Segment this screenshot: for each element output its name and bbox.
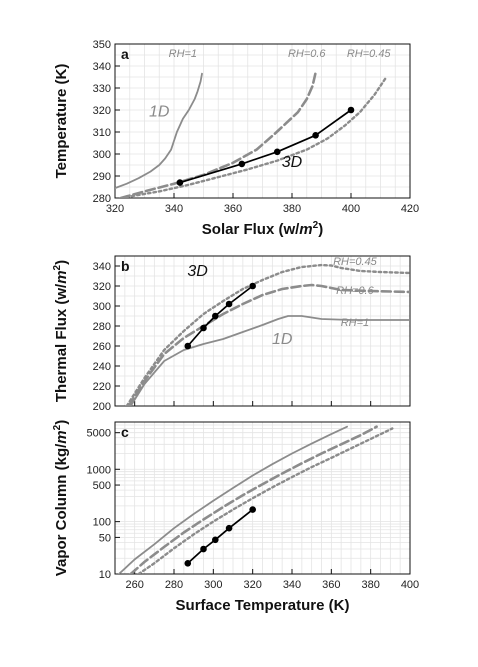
plot-frame — [114, 43, 411, 199]
annotation-1d: 1D — [149, 104, 170, 121]
data-point-3d — [238, 160, 246, 168]
data-point-3d — [200, 545, 207, 553]
x-tick-label: 260 — [125, 579, 143, 591]
x-axis-label: Solar Flux (w/m2) — [202, 220, 323, 238]
series-line-rh-0-6 — [127, 283, 410, 406]
x-tick-label: 280 — [165, 579, 183, 591]
series-line-rh-1 — [118, 425, 349, 574]
data-point-3d — [212, 536, 219, 544]
data-point-3d — [347, 106, 355, 114]
x-tick-label: 360 — [322, 579, 340, 591]
annotation-1d: 1D — [272, 331, 293, 348]
series-line-rh-0-45 — [119, 75, 388, 198]
y-tick-label: 280 — [93, 193, 111, 205]
series-line-rh-1 — [129, 315, 410, 406]
x-tick-label: 360 — [224, 203, 242, 215]
panel-c: 10 50 100 500 1000 5000 260 280 300 320 340 360 380 4… — [87, 421, 419, 614]
data-point-3d — [225, 524, 233, 532]
y-tick-label: 280 — [93, 321, 111, 333]
panel-label: c — [121, 424, 129, 440]
data-point-3d — [184, 342, 192, 350]
data-point-3d — [249, 506, 256, 513]
annotation-rh-0-45: RH=0.45 — [347, 48, 392, 60]
series-group — [115, 71, 388, 198]
y-tick-label: 290 — [93, 171, 111, 183]
grid — [114, 43, 411, 199]
annotation-rh-0-6: RH=0.6 — [336, 285, 374, 297]
series-line-rh-0-6 — [129, 425, 378, 574]
data-point-3d — [225, 300, 233, 308]
x-tick-label: 320 — [106, 203, 124, 215]
x-tick-label: 340 — [165, 203, 183, 215]
y-tick-label: 500 — [93, 480, 111, 492]
y-tick-label: 50 — [99, 532, 111, 544]
series-group — [125, 263, 410, 406]
x-tick-label: 320 — [243, 579, 261, 591]
series-line-rh-0-45 — [125, 263, 410, 406]
y-axis-label: Vapor Column (kg/m2) — [52, 420, 70, 576]
grid — [114, 421, 411, 575]
y-tick-label: 220 — [93, 381, 111, 393]
y-tick-label: 350 — [93, 39, 111, 51]
x-tick-label: 380 — [361, 579, 379, 591]
y-tick-label: 340 — [93, 61, 111, 73]
data-point-3d — [312, 132, 319, 139]
x-tick-label: 300 — [204, 579, 222, 591]
y-tick-label: 320 — [93, 105, 111, 117]
annotation-3d: 3D — [282, 154, 303, 171]
annotation-rh-1: RH=1 — [341, 317, 369, 329]
y-tick-label: 100 — [93, 517, 111, 529]
y-tick-label: 320 — [93, 281, 111, 293]
annotation-3d: 3D — [187, 263, 208, 280]
annotation-rh-0-6: RH=0.6 — [288, 48, 326, 60]
series-line-rh-0-45 — [137, 427, 394, 574]
data-point-3d — [184, 560, 192, 567]
y-tick-label: 1000 — [87, 464, 111, 476]
data-point-3d — [200, 324, 207, 332]
y-tick-label: 240 — [93, 361, 111, 373]
panel-b: 200 220 240 260 280 300 320 340 RH=0.45 RH=0.6 RH=… — [93, 255, 411, 413]
y-tick-label: 330 — [93, 83, 111, 95]
series-line-rh-1 — [115, 72, 203, 190]
panel-label: a — [121, 46, 129, 62]
plot-frame — [114, 255, 411, 407]
series-line-rh-0-6 — [119, 71, 317, 198]
y-axis-label: Temperature (K) — [53, 64, 70, 179]
y-tick-label: 300 — [93, 149, 111, 161]
plot-frame — [114, 421, 411, 575]
x-tick-label: 340 — [283, 579, 301, 591]
x-tick-label: 380 — [283, 203, 301, 215]
data-point-3d — [273, 148, 281, 156]
grid — [114, 255, 411, 407]
x-axis-label: Surface Temperature (K) — [176, 597, 350, 614]
y-tick-label: 5000 — [87, 428, 111, 440]
y-tick-label: 260 — [93, 341, 111, 353]
data-point-3d — [212, 312, 219, 320]
x-tick-label: 400 — [342, 203, 360, 215]
y-tick-label: 340 — [93, 261, 111, 273]
y-axis-label: Thermal Flux (w/m2) — [52, 260, 70, 402]
series-group — [118, 425, 394, 574]
y-tick-label: 200 — [93, 401, 111, 413]
x-tick-label: 400 — [401, 579, 419, 591]
data-point-3d — [176, 179, 184, 186]
annotation-rh-0-45: RH=0.45 — [333, 256, 378, 268]
annotation-rh-1: RH=1 — [169, 48, 197, 60]
panel-label: b — [121, 258, 130, 274]
y-tick-label: 300 — [93, 301, 111, 313]
data-point-3d — [249, 282, 256, 290]
x-tick-label: 420 — [401, 203, 419, 215]
panel-a: 280 290 300 310 320 330 340 350 320 340 360 380 400 4… — [53, 39, 419, 215]
y-tick-label: 310 — [93, 127, 111, 139]
y-tick-label: 10 — [99, 569, 111, 581]
